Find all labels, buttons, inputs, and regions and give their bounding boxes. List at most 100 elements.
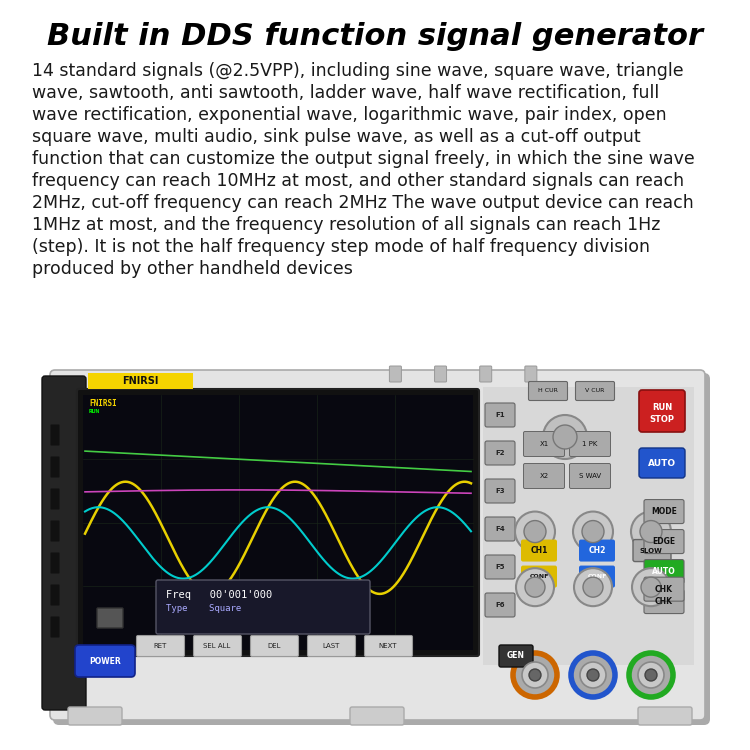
- Text: H CUR: H CUR: [538, 388, 558, 394]
- FancyBboxPatch shape: [644, 590, 684, 613]
- Text: GEN: GEN: [507, 652, 525, 661]
- FancyBboxPatch shape: [529, 382, 568, 400]
- Text: EDGE: EDGE: [652, 537, 676, 546]
- FancyBboxPatch shape: [524, 464, 565, 488]
- FancyBboxPatch shape: [50, 616, 59, 638]
- FancyBboxPatch shape: [485, 403, 515, 427]
- Text: NEXT: NEXT: [379, 643, 398, 649]
- FancyBboxPatch shape: [485, 593, 515, 617]
- FancyBboxPatch shape: [50, 488, 59, 509]
- Text: Freq   00'001'000: Freq 00'001'000: [166, 590, 272, 600]
- Text: 1 PK: 1 PK: [582, 441, 598, 447]
- Text: SEL ALL: SEL ALL: [203, 643, 231, 649]
- Circle shape: [640, 520, 662, 542]
- FancyBboxPatch shape: [50, 553, 59, 574]
- Text: function that can customize the output signal freely, in which the sine wave: function that can customize the output s…: [32, 150, 694, 168]
- Bar: [88, 373, 193, 389]
- Text: CHK: CHK: [655, 585, 673, 594]
- Text: Built in DDS function signal generator: Built in DDS function signal generator: [47, 22, 703, 51]
- Text: FNIRSI: FNIRSI: [89, 399, 117, 408]
- Circle shape: [524, 520, 546, 542]
- FancyBboxPatch shape: [68, 707, 122, 725]
- FancyBboxPatch shape: [308, 635, 356, 656]
- Circle shape: [583, 578, 603, 597]
- FancyBboxPatch shape: [97, 608, 123, 628]
- Circle shape: [641, 578, 661, 597]
- FancyBboxPatch shape: [389, 366, 401, 382]
- Circle shape: [574, 568, 612, 606]
- Circle shape: [645, 669, 657, 681]
- Text: Type    Square: Type Square: [166, 604, 242, 613]
- Text: (step). It is not the half frequency step mode of half frequency division: (step). It is not the half frequency ste…: [32, 238, 650, 256]
- FancyBboxPatch shape: [499, 645, 533, 667]
- Circle shape: [553, 425, 577, 449]
- FancyBboxPatch shape: [521, 539, 557, 562]
- Text: RUN: RUN: [652, 403, 672, 412]
- Circle shape: [629, 653, 673, 697]
- FancyBboxPatch shape: [579, 539, 615, 562]
- Text: F5: F5: [495, 564, 505, 570]
- Bar: [83, 395, 473, 650]
- Circle shape: [543, 415, 587, 459]
- Text: wave rectification, exponential wave, logarithmic wave, pair index, open: wave rectification, exponential wave, lo…: [32, 106, 667, 124]
- Text: MODE: MODE: [651, 507, 677, 516]
- Circle shape: [631, 512, 671, 551]
- Text: F4: F4: [495, 526, 505, 532]
- Text: F6: F6: [495, 602, 505, 608]
- Text: STOP: STOP: [650, 415, 674, 424]
- Text: X2: X2: [539, 473, 548, 479]
- FancyBboxPatch shape: [638, 707, 692, 725]
- FancyBboxPatch shape: [77, 389, 479, 656]
- Text: CHK: CHK: [655, 597, 673, 606]
- Text: RET: RET: [153, 643, 166, 649]
- Text: CH2: CH2: [588, 546, 606, 555]
- Text: DEL: DEL: [267, 643, 280, 649]
- Circle shape: [529, 669, 541, 681]
- Text: 14 standard signals (@2.5VPP), including sine wave, square wave, triangle: 14 standard signals (@2.5VPP), including…: [32, 62, 684, 80]
- FancyBboxPatch shape: [75, 645, 135, 677]
- Text: FNIRSI: FNIRSI: [122, 376, 159, 386]
- FancyBboxPatch shape: [521, 566, 557, 587]
- FancyBboxPatch shape: [579, 566, 615, 587]
- FancyBboxPatch shape: [569, 464, 610, 488]
- FancyBboxPatch shape: [633, 539, 671, 562]
- Text: frequency can reach 10MHz at most, and other standard signals can reach: frequency can reach 10MHz at most, and o…: [32, 172, 684, 190]
- Text: F3: F3: [495, 488, 505, 494]
- Text: produced by other handheld devices: produced by other handheld devices: [32, 260, 352, 278]
- FancyBboxPatch shape: [50, 457, 59, 478]
- Text: RUN: RUN: [89, 409, 101, 414]
- Text: F2: F2: [495, 450, 505, 456]
- Circle shape: [573, 512, 613, 551]
- FancyBboxPatch shape: [485, 555, 515, 579]
- FancyBboxPatch shape: [644, 560, 684, 584]
- FancyBboxPatch shape: [136, 635, 184, 656]
- FancyBboxPatch shape: [251, 635, 298, 656]
- FancyBboxPatch shape: [42, 376, 86, 710]
- FancyBboxPatch shape: [524, 431, 565, 457]
- FancyBboxPatch shape: [50, 584, 59, 605]
- FancyBboxPatch shape: [485, 441, 515, 465]
- Text: POWER: POWER: [89, 656, 121, 665]
- Circle shape: [587, 669, 599, 681]
- Circle shape: [580, 662, 606, 688]
- FancyBboxPatch shape: [575, 382, 614, 400]
- FancyBboxPatch shape: [639, 390, 685, 432]
- Bar: [483, 387, 694, 665]
- FancyBboxPatch shape: [485, 517, 515, 541]
- Text: S WAV: S WAV: [579, 473, 601, 479]
- Circle shape: [525, 578, 545, 597]
- Circle shape: [515, 512, 555, 551]
- FancyBboxPatch shape: [485, 479, 515, 503]
- Text: AUTO: AUTO: [652, 567, 676, 576]
- Circle shape: [632, 568, 670, 606]
- Text: CH1: CH1: [530, 546, 548, 555]
- FancyBboxPatch shape: [53, 373, 710, 725]
- Circle shape: [516, 568, 554, 606]
- Text: CONF: CONF: [530, 574, 549, 579]
- Text: 2MHz, cut-off frequency can reach 2MHz The wave output device can reach: 2MHz, cut-off frequency can reach 2MHz T…: [32, 194, 694, 212]
- FancyBboxPatch shape: [350, 707, 404, 725]
- Circle shape: [582, 520, 604, 542]
- Text: SLOW: SLOW: [640, 548, 662, 554]
- Text: CONF: CONF: [587, 574, 607, 579]
- Text: F1: F1: [495, 412, 505, 418]
